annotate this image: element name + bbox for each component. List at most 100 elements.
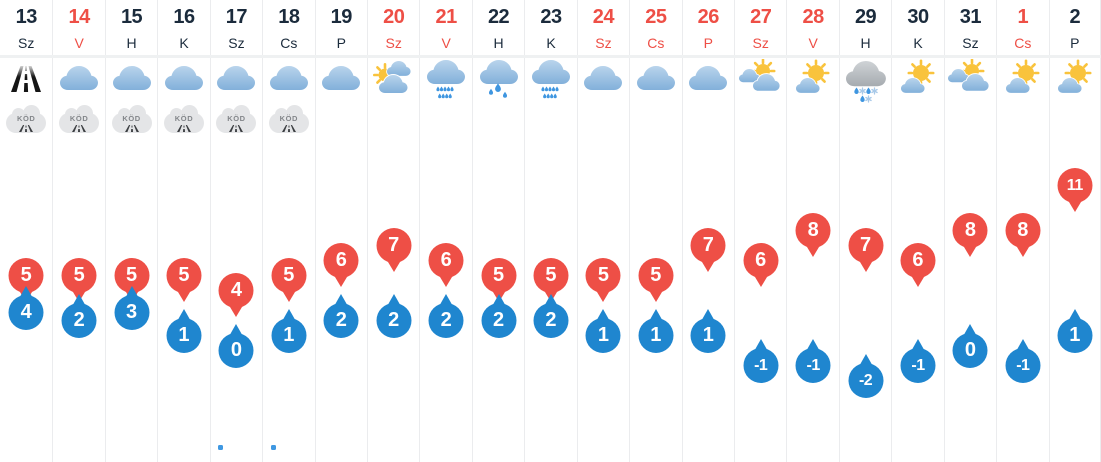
date-label: 27 — [750, 6, 772, 28]
date-label: 31 — [959, 6, 982, 28]
day-column[interactable]: 30 K KÖD 6 -1 — [891, 0, 943, 462]
high-temp-value: 5 — [545, 263, 557, 286]
date-label: 25 — [645, 6, 667, 28]
high-temp-marker: 7 — [848, 227, 884, 272]
sun-cloud-mix-icon — [372, 59, 416, 103]
date-label: 17 — [225, 6, 248, 28]
mostly-sunny-icon — [791, 59, 835, 103]
low-temp-marker: 1 — [166, 308, 202, 353]
day-column[interactable]: 27 Sz KÖD 6 -1 — [733, 0, 786, 462]
high-temp-marker: 6 — [743, 242, 779, 287]
day-column[interactable]: 18 Cs KÖD 5 1 — [262, 0, 314, 462]
low-temp-value: -1 — [1016, 356, 1030, 374]
day-column[interactable]: 15 H KÖD 5 3 — [104, 0, 157, 462]
day-header: 18 Cs — [263, 0, 314, 55]
high-temp-value: 7 — [388, 233, 400, 256]
date-label: 15 — [120, 6, 143, 28]
low-temp-value: 4 — [20, 300, 32, 323]
weekday-label: Cs — [1014, 35, 1032, 51]
weekday-label: K — [546, 35, 556, 51]
day-column[interactable]: 23 K KÖD 5 2 — [524, 0, 576, 462]
date-label: 28 — [802, 6, 825, 28]
fog-road-icon — [269, 124, 309, 132]
weekday-label: Sz — [385, 35, 402, 51]
weekday-label: K — [913, 35, 923, 51]
high-temp-marker: 6 — [900, 242, 936, 287]
day-column[interactable]: 22 H KÖD 5 2 — [471, 0, 524, 462]
fog-road-icon — [112, 124, 152, 132]
cloudy-icon — [634, 59, 678, 103]
day-header: 15 H — [106, 0, 157, 55]
day-column[interactable]: 19 P KÖD 6 2 — [314, 0, 367, 462]
day-header: 21 V — [420, 0, 471, 55]
low-temp-marker: 4 — [8, 285, 44, 330]
day-column[interactable]: 24 Sz KÖD 5 1 — [576, 0, 629, 462]
day-header: 14 V — [53, 0, 104, 55]
low-temp-value: 2 — [440, 308, 452, 331]
date-label: 14 — [68, 6, 91, 28]
high-temp-marker: 6 — [323, 242, 359, 287]
date-label: 29 — [854, 6, 877, 28]
fog-badge-label: KÖD — [174, 114, 194, 123]
day-column[interactable]: 1 Cs KÖD 8 -1 — [996, 0, 1048, 462]
low-temp-value: 0 — [964, 338, 976, 361]
day-column[interactable]: 17 Sz KÖD 4 0 — [209, 0, 262, 462]
high-temp-marker: 8 — [952, 212, 988, 257]
low-temp-marker: 2 — [323, 293, 359, 338]
day-column[interactable]: 14 V KÖD 5 2 — [52, 0, 104, 462]
day-header: 19 P — [316, 0, 367, 55]
fog-badge: KÖD — [6, 105, 47, 133]
weekday-label: Sz — [962, 35, 979, 51]
high-temp-value: 4 — [230, 278, 242, 301]
day-header: 17 Sz — [211, 0, 262, 55]
high-temp-value: 5 — [597, 263, 609, 286]
high-temp-value: 5 — [126, 263, 138, 286]
partly-cloudy-icon — [948, 59, 992, 103]
fog-badge-inner: KÖD — [112, 113, 152, 133]
day-column[interactable]: 25 Cs KÖD 5 1 — [629, 0, 681, 462]
date-label: 13 — [15, 6, 38, 28]
low-temp-value: 2 — [73, 308, 85, 331]
day-column[interactable]: 2 P KÖD 11 1 — [1048, 0, 1101, 462]
partly-cloudy-icon — [738, 59, 783, 103]
day-column[interactable]: 29 H KÖD 7 -2 — [838, 0, 891, 462]
day-column[interactable]: 26 P KÖD 7 1 — [681, 0, 734, 462]
cloudy-icon — [686, 59, 730, 103]
low-temp-marker: 1 — [585, 308, 621, 353]
day-column[interactable]: 16 K KÖD 5 1 — [157, 0, 209, 462]
fog-badge: KÖD — [268, 105, 309, 133]
high-temp-value: 6 — [335, 248, 347, 271]
mostly-sunny-icon — [1001, 59, 1045, 103]
day-header: 26 P — [683, 0, 734, 55]
high-temp-marker: 11 — [1057, 167, 1093, 212]
low-temp-marker: -1 — [743, 338, 779, 383]
weekday-label: P — [1070, 35, 1080, 51]
day-header: 16 K — [158, 0, 209, 55]
day-column[interactable]: 28 V KÖD 8 -1 — [786, 0, 838, 462]
day-column[interactable]: 13 Sz KÖD 5 4 — [0, 0, 52, 462]
day-header: 24 Sz — [578, 0, 629, 55]
weekday-label: K — [179, 35, 189, 51]
fog-badge-label: KÖD — [279, 114, 299, 123]
low-temp-value: 1 — [1069, 323, 1081, 346]
low-temp-value: 2 — [545, 308, 557, 331]
day-column[interactable]: 20 Sz KÖD 7 2 — [366, 0, 419, 462]
day-column[interactable]: 31 Sz KÖD 8 0 — [943, 0, 996, 462]
rain-shower-icon — [529, 59, 573, 103]
high-temp-marker: 8 — [1005, 212, 1041, 257]
date-label: 20 — [383, 6, 405, 28]
cloudy-icon — [57, 59, 101, 103]
low-temp-value: 1 — [283, 323, 295, 346]
day-header: 2 P — [1050, 0, 1100, 55]
fog-badge-label: KÖD — [122, 114, 141, 123]
weekday-label: P — [336, 35, 346, 51]
low-temp-value: -2 — [858, 371, 873, 389]
fog-road-icon — [164, 124, 204, 132]
high-temp-value: 7 — [702, 233, 714, 256]
date-label: 18 — [278, 6, 300, 28]
fog-badge-inner: KÖD — [6, 113, 46, 133]
day-header: 30 K — [892, 0, 943, 55]
date-label: 30 — [907, 6, 929, 28]
cloudy-icon — [581, 59, 625, 103]
day-column[interactable]: 21 V KÖD 6 2 — [419, 0, 471, 462]
